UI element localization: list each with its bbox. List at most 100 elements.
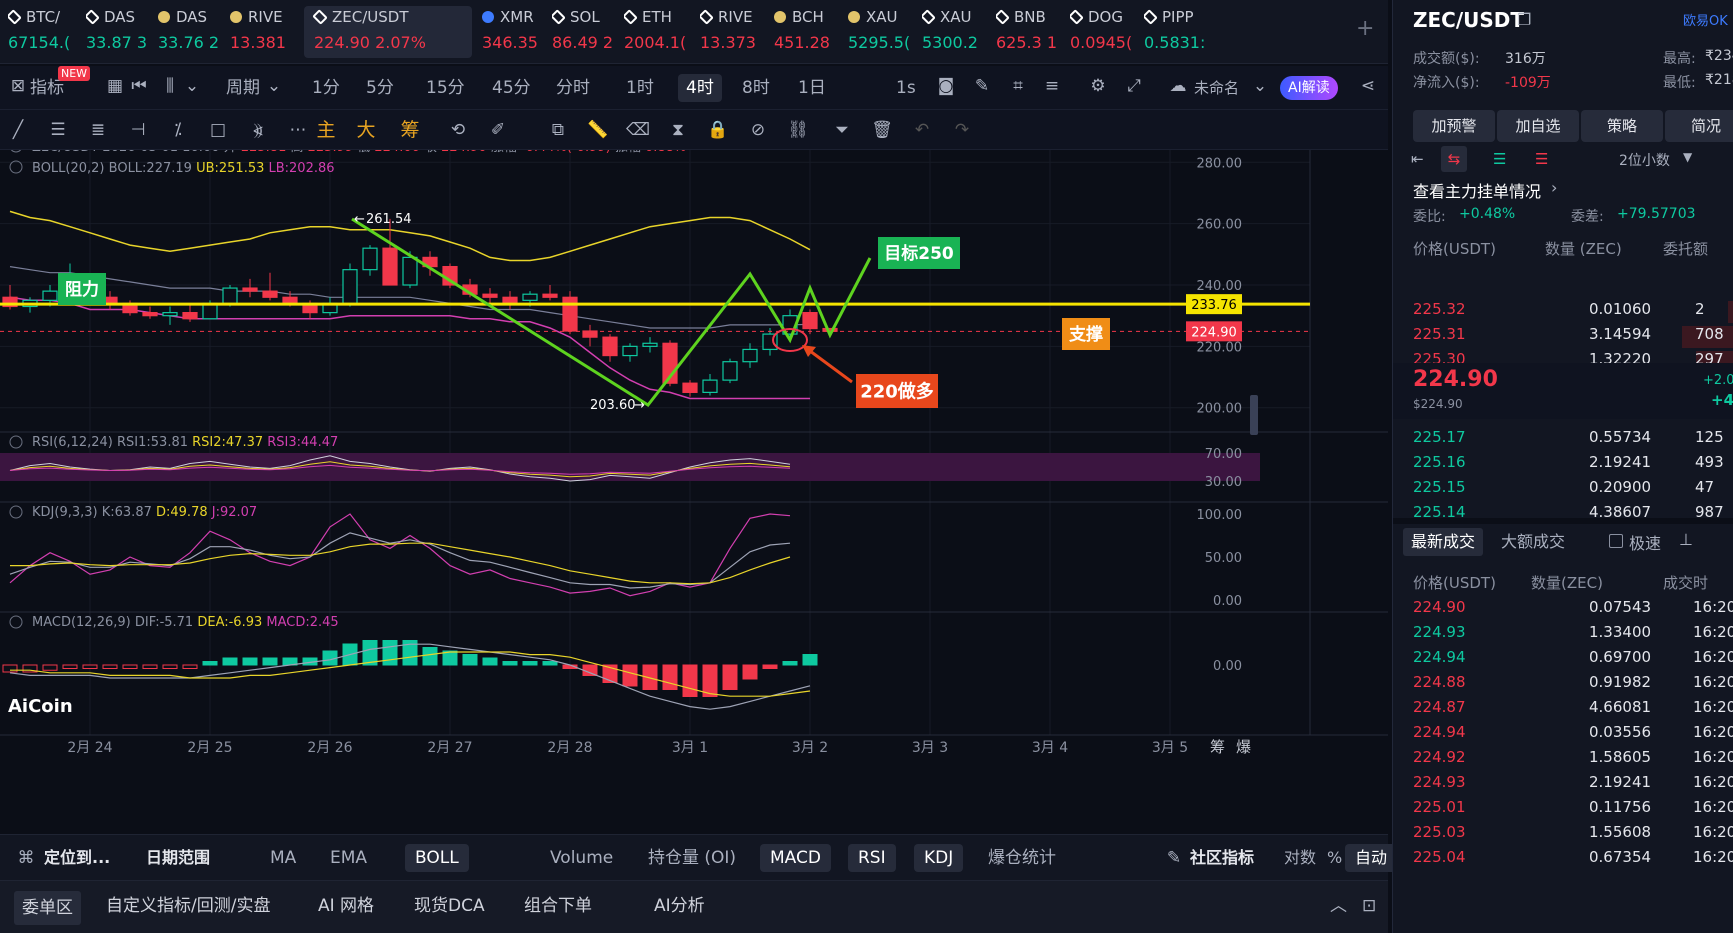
chevron-down-icon[interactable]: ⌄ [184, 76, 200, 96]
layout-icon[interactable]: ▦ [106, 76, 124, 96]
pane-scroll-handle[interactable] [1250, 395, 1258, 435]
copy-icon[interactable]: ❐ [1517, 10, 1532, 29]
interval-8[interactable]: 1日 [798, 78, 826, 98]
chevron-down-icon[interactable]: ▼ [1683, 150, 1693, 164]
indicator-button[interactable]: 指标 [30, 78, 64, 98]
collapse-icon[interactable]: ⊥ [1679, 530, 1693, 549]
ticker-4[interactable]: ZEC/USDT 224.90 2.07% [304, 6, 472, 58]
trash-icon[interactable]: 🗑 [871, 120, 893, 140]
interval-2[interactable]: 15分 [426, 78, 465, 98]
indicator-icon[interactable]: ⊠ [10, 76, 26, 96]
layout-name-dropdown[interactable]: 未命名 [1194, 79, 1240, 97]
interval-4[interactable]: 分时 [556, 78, 590, 98]
overview-button[interactable]: 简况 [1665, 110, 1733, 142]
interval-6[interactable]: 4时 [678, 74, 722, 102]
interval-3[interactable]: 45分 [492, 78, 531, 98]
ticker-9[interactable]: BCH 451.28 [774, 6, 846, 58]
hide-icon[interactable]: ⊘ [750, 120, 766, 140]
chevron-down-icon[interactable]: ⌄ [1252, 76, 1268, 96]
indicator-tab-2[interactable]: BOLL [405, 844, 469, 872]
chart-type-icon[interactable]: ⫼ [166, 76, 174, 96]
ticker-10[interactable]: XAU 5295.5( [848, 6, 920, 58]
fast-checkbox[interactable] [1609, 534, 1623, 548]
lock-icon[interactable]: 🔒 [707, 120, 729, 140]
strategy-button[interactable]: 策略 [1581, 110, 1663, 142]
rect-tool-icon[interactable]: □ [209, 120, 227, 140]
auto-scale-button[interactable]: 自动 [1345, 844, 1398, 872]
hline-tool-icon[interactable]: ⊣ [130, 120, 146, 140]
interval-5[interactable]: 1时 [626, 78, 654, 98]
share-icon[interactable]: ⋖ [1360, 76, 1376, 96]
ticker-6[interactable]: SOL 86.49 2 [552, 6, 624, 58]
decimals-dropdown[interactable]: 2位小数 [1619, 153, 1670, 169]
ai-explain-button[interactable]: AI解读 [1280, 76, 1338, 100]
magnet-icon[interactable]: ⧗ [672, 120, 684, 140]
ticker-14[interactable]: PIPP 0.5831: [1144, 6, 1216, 58]
main-force-button[interactable]: 主 [316, 119, 336, 141]
main-orders-link[interactable]: 查看主力挂单情况 [1413, 182, 1542, 201]
crop-icon[interactable]: ⌗ [1013, 76, 1023, 96]
camera-icon[interactable]: ◙ [937, 76, 955, 96]
add-favorite-button[interactable]: 加自选 [1497, 110, 1579, 142]
hlines-tool-icon[interactable]: ≣ [90, 120, 106, 140]
book-view-asks-icon[interactable]: ☰ [1535, 150, 1549, 168]
interval-7[interactable]: 8时 [742, 78, 770, 98]
chevron-up-icon[interactable]: ︿ [1330, 896, 1347, 916]
parallel-tool-icon[interactable]: ☰ [50, 120, 66, 140]
indicator-tab-1[interactable]: EMA [330, 848, 368, 868]
indicator-tab-5[interactable]: MACD [760, 844, 831, 872]
locate-button[interactable]: 定位到... [44, 848, 111, 867]
transform-icon[interactable]: ⟲ [450, 120, 466, 140]
indicator-tab-7[interactable]: KDJ [914, 844, 964, 872]
bottom-tab-2[interactable]: AI 网格 [318, 896, 375, 916]
line-tool-icon[interactable]: ╱ [12, 120, 24, 140]
fib-tool-icon[interactable]: ⁒ [174, 120, 182, 140]
undo-icon[interactable]: ↶ [914, 120, 930, 140]
locate-icon[interactable]: ⌘ [17, 848, 35, 868]
indicator-tab-0[interactable]: MA [270, 848, 297, 868]
interval-0[interactable]: 1分 [312, 78, 340, 98]
chart-area[interactable]: 阻力 支撑 目标250 220做多 261.54 ← 203.60 → 280.00 260.00… [0, 139, 1388, 833]
book-view-both-icon[interactable]: ⇤ [1411, 150, 1424, 168]
bid-row[interactable]: 225.17 0.55734 125 [1393, 428, 1733, 453]
indicator-tab-3[interactable]: Volume [550, 848, 614, 868]
chevron-down-icon[interactable]: ⌄ [266, 76, 282, 96]
bid-row[interactable]: 225.14 4.38607 987 [1393, 503, 1733, 528]
bottom-tab-0[interactable]: 委单区 [14, 891, 81, 925]
more-tools-icon[interactable]: ⋯ [289, 120, 307, 140]
ticker-5[interactable]: XMR 346.35 [482, 6, 554, 58]
ticker-12[interactable]: BNB 625.3 1 [996, 6, 1068, 58]
measure-tool-icon[interactable]: ⦖ [253, 120, 263, 140]
bid-row[interactable]: 225.15 0.20900 47 [1393, 478, 1733, 503]
ticker-0[interactable]: BTC/67154.( [8, 6, 80, 58]
cloud-icon[interactable]: ☁ [1169, 76, 1187, 96]
add-ticker-icon[interactable]: + [1356, 16, 1375, 41]
ticker-1[interactable]: DAS 33.87 3 [86, 6, 158, 58]
tr-header-qty[interactable]: 数量(ZEC) [1531, 574, 1603, 592]
link-icon[interactable]: ⛓ [787, 120, 809, 140]
indicator-tab-4[interactable]: 持仓量 (OI) [648, 848, 737, 868]
ask-row[interactable]: 225.31 3.14594 708 [1393, 325, 1733, 350]
book-view-split-icon[interactable]: ⇆ [1441, 146, 1467, 172]
seconds-button[interactable]: 1s [896, 78, 916, 98]
log-scale-button[interactable]: 对数 [1284, 848, 1317, 867]
percent-scale-button[interactable]: % [1327, 848, 1343, 867]
settings-icon[interactable]: ⚙ [1090, 76, 1106, 96]
ticker-7[interactable]: ETH 2004.1( [624, 6, 696, 58]
ticker-8[interactable]: RIVE 13.373 [700, 6, 772, 58]
indicator-tab-8[interactable]: 爆仓统计 [988, 848, 1056, 868]
period-dropdown[interactable]: 周期 [226, 78, 260, 98]
book-view-bids-icon[interactable]: ☰ [1493, 150, 1507, 168]
date-range-button[interactable]: 日期范围 [146, 848, 211, 867]
ruler-icon[interactable]: 📏 [587, 120, 609, 140]
tab-latest-trades[interactable]: 最新成交 [1403, 528, 1484, 556]
bottom-tab-1[interactable]: 自定义指标/回测/实盘 [106, 896, 271, 916]
exchange-label[interactable]: 欧易OK [1683, 14, 1728, 29]
bottom-tab-5[interactable]: AI分析 [654, 896, 705, 916]
ticker-11[interactable]: XAU 5300.2 [922, 6, 994, 58]
interval-1[interactable]: 5分 [366, 78, 394, 98]
tab-large-trades[interactable]: 大额成交 [1501, 532, 1566, 551]
brush-icon[interactable]: ✐ [490, 120, 506, 140]
add-alert-button[interactable]: 加预警 [1413, 110, 1495, 142]
